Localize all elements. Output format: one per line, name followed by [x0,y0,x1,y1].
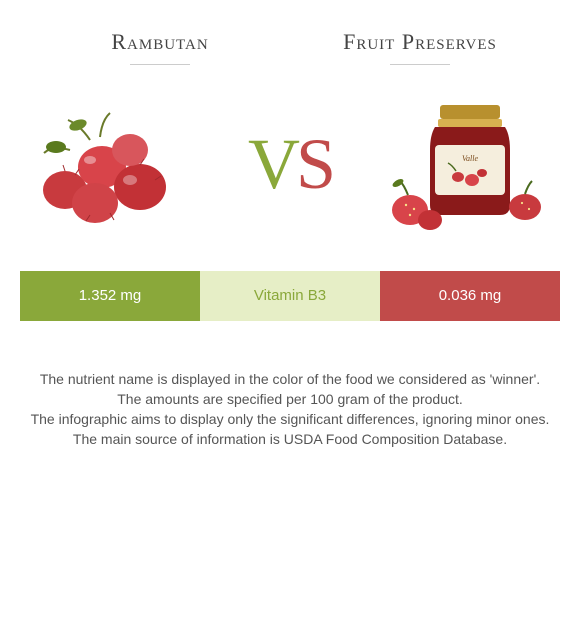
rambutan-image [30,95,200,235]
left-title-block: Rambutan [40,28,280,65]
titles-row: Rambutan Fruit Preserves [0,0,580,65]
vs-label: VS [248,123,332,206]
right-value: 0.036 mg [380,271,560,321]
footnote-2: The amounts are specified per 100 gram o… [30,389,550,409]
preserves-icon: Valle [380,95,550,235]
preserves-image: Valle [380,95,550,235]
footnotes: The nutrient name is displayed in the co… [30,369,550,450]
rambutan-icon [30,95,200,235]
vs-v: V [248,124,296,204]
left-underline [130,64,190,65]
footnote-3: The infographic aims to display only the… [30,409,550,429]
nutrient-bar: 1.352 mg Vitamin B3 0.036 mg [20,271,560,321]
right-title: Fruit Preserves [300,28,540,56]
nutrient-label: Vitamin B3 [200,271,380,321]
left-title: Rambutan [40,28,280,56]
footnote-4: The main source of information is USDA F… [30,429,550,449]
vs-s: S [296,124,332,204]
svg-text:Valle: Valle [462,154,478,163]
right-title-block: Fruit Preserves [300,28,540,65]
left-value: 1.352 mg [20,271,200,321]
footnote-1: The nutrient name is displayed in the co… [30,369,550,389]
images-row: VS Valle [0,65,580,265]
right-underline [390,64,450,65]
